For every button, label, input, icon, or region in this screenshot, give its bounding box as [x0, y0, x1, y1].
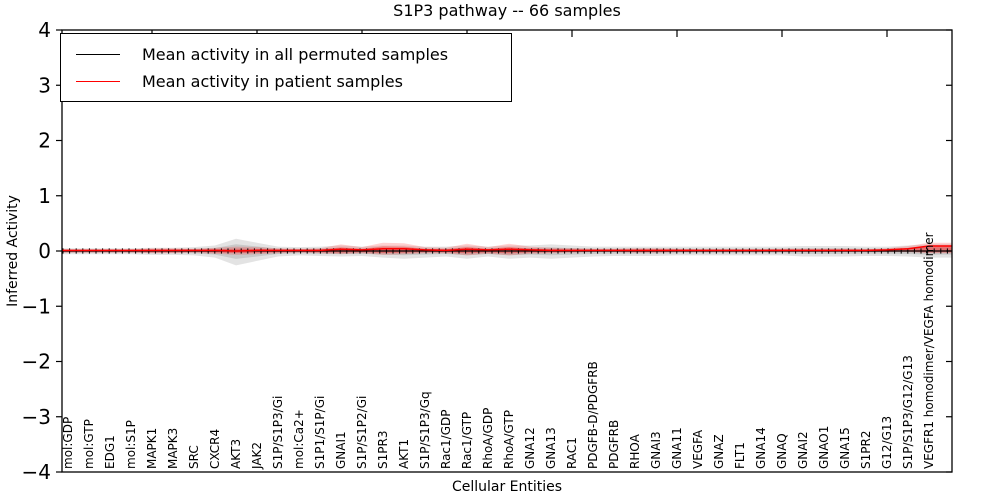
x-axis-label: Cellular Entities — [451, 479, 563, 495]
y-tick-label: 2 — [38, 129, 51, 153]
x-tick-label: GNA12 — [523, 427, 537, 469]
y-tick-label: 4 — [38, 18, 51, 42]
x-tick-label: RAC1 — [565, 437, 579, 469]
y-tick-label: −1 — [22, 294, 51, 318]
x-tick-label: CXCR4 — [208, 429, 222, 469]
x-tick-label: GNAZ — [712, 434, 726, 469]
x-tick-label: MAPK3 — [166, 428, 180, 469]
x-tick-label: S1P1/S1P/Gi — [313, 396, 327, 469]
legend-label: Mean activity in patient samples — [142, 72, 403, 91]
x-tick-label: SRC — [187, 445, 201, 469]
y-tick-label: −2 — [22, 350, 51, 374]
x-tick-label: Rac1/GDP — [439, 410, 453, 469]
y-axis-label: Inferred Activity — [5, 195, 21, 307]
legend: Mean activity in all permuted samples Me… — [60, 33, 512, 102]
patient-mean-line — [62, 245, 952, 252]
legend-item-permuted: Mean activity in all permuted samples — [61, 41, 511, 68]
x-tick-label: Rac1/GTP — [460, 412, 474, 469]
x-tick-label: VEGFA — [691, 429, 705, 469]
x-tick-label: RHOA — [628, 433, 642, 469]
legend-line-black-icon — [76, 54, 120, 55]
y-tick-label: 3 — [38, 73, 51, 97]
x-tick-label: GNA15 — [838, 427, 852, 469]
x-tick-label: GNA14 — [754, 427, 768, 469]
x-tick-label: VEGFR1 homodimer/VEGFA homodimer — [922, 232, 936, 469]
x-tick-label: S1P/S1P2/Gi — [355, 396, 369, 469]
x-tick-label: mol:S1P — [124, 420, 138, 469]
x-tick-label: AKT3 — [229, 439, 243, 469]
x-tick-label: GNAO1 — [817, 426, 831, 469]
y-tick-label: −3 — [22, 405, 51, 429]
x-tick-label: GNA13 — [544, 427, 558, 469]
x-tick-label: RhoA/GTP — [502, 410, 516, 469]
legend-line-red-icon — [76, 81, 120, 82]
x-tick-label: S1PR3 — [376, 431, 390, 469]
x-tick-label: mol:GTP — [82, 419, 96, 469]
x-tick-label: S1PR2 — [859, 431, 873, 469]
x-tick-label: GNA11 — [670, 427, 684, 469]
x-tick-label: JAK2 — [250, 442, 264, 470]
y-tick-label: 1 — [38, 184, 51, 208]
x-tick-label: S1P/S1P3/Gq — [418, 391, 432, 469]
x-tick-label: EDG1 — [103, 435, 117, 469]
legend-item-patient: Mean activity in patient samples — [61, 68, 511, 95]
y-tick-label: −4 — [22, 460, 51, 484]
x-tick-label: AKT1 — [397, 439, 411, 469]
x-tick-label: mol:GDP — [61, 417, 75, 469]
x-tick-label: FLT1 — [733, 442, 747, 469]
x-tick-label: PDGFB-D/PDGFRB — [586, 361, 600, 469]
chart-title: S1P3 pathway -- 66 samples — [393, 1, 621, 20]
x-tick-label: S1P/S1P3/G12/G13 — [901, 355, 915, 469]
x-tick-label: G12/G13 — [880, 416, 894, 469]
x-tick-label: MAPK1 — [145, 428, 159, 469]
x-tick-label: GNAI2 — [796, 431, 810, 469]
x-tick-label: GNAQ — [775, 433, 789, 469]
x-tick-label: S1P/S1P3/Gi — [271, 396, 285, 469]
x-tick-label: RhoA/GDP — [481, 408, 495, 469]
y-tick-label: 0 — [38, 239, 51, 263]
x-tick-label: GNAI3 — [649, 431, 663, 469]
legend-label: Mean activity in all permuted samples — [142, 45, 449, 64]
x-tick-label: GNAI1 — [334, 431, 348, 469]
x-tick-label: mol:Ca2+ — [292, 409, 306, 469]
x-tick-label: PDGFRB — [607, 420, 621, 469]
